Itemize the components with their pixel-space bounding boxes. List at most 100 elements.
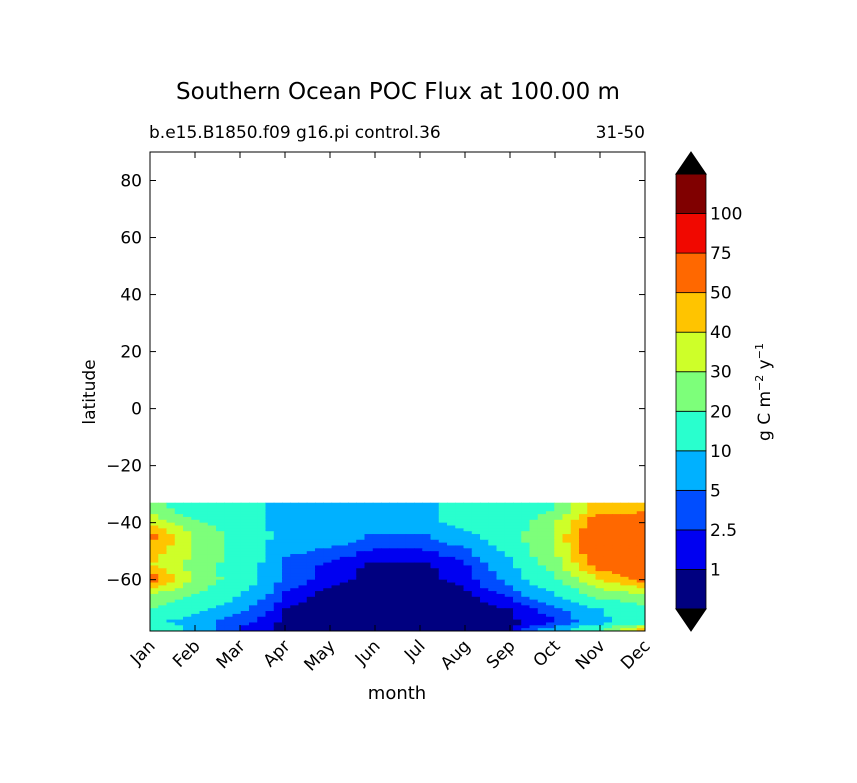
heatmap-cell <box>397 545 407 549</box>
heatmap-cell <box>372 508 382 512</box>
heatmap-cell <box>240 599 250 604</box>
heatmap-cell <box>265 556 275 561</box>
heatmap-cell <box>174 616 184 621</box>
heatmap-cell <box>372 622 382 626</box>
heatmap-cell <box>579 522 588 527</box>
colorbar-segment <box>675 569 707 610</box>
heatmap-cell <box>166 562 176 567</box>
heatmap-cell <box>521 565 531 569</box>
heatmap-cell <box>150 534 159 538</box>
heatmap-cell <box>521 502 531 507</box>
heatmap-cell <box>364 573 374 578</box>
heatmap-cell <box>587 559 597 564</box>
heatmap-cell <box>579 596 588 601</box>
heatmap-cell <box>249 528 258 532</box>
heatmap-cell <box>339 571 349 575</box>
heatmap-cell <box>290 628 300 631</box>
heatmap-cell <box>529 576 539 581</box>
heatmap-cell <box>174 602 184 606</box>
heatmap-cell <box>381 531 390 535</box>
heatmap-cell <box>397 613 407 618</box>
heatmap-cell <box>603 542 613 547</box>
heatmap-cell <box>513 508 522 512</box>
heatmap-cell <box>158 565 168 569</box>
heatmap-cell <box>595 542 605 547</box>
heatmap-cell <box>224 616 234 621</box>
heatmap-cell <box>546 602 555 606</box>
heatmap-cell <box>579 562 588 567</box>
heatmap-cell <box>463 519 473 524</box>
heatmap-cell <box>480 593 489 598</box>
heatmap-cell <box>529 599 539 604</box>
heatmap-cell <box>249 611 258 615</box>
heatmap-cell <box>521 619 531 624</box>
heatmap-cell <box>232 602 242 606</box>
heatmap-cell <box>628 602 638 606</box>
heatmap-cell <box>282 625 291 629</box>
heatmap-cell <box>455 554 465 558</box>
heatmap-cell <box>603 528 613 532</box>
heatmap-cell <box>306 582 316 586</box>
heatmap-cell <box>562 611 572 615</box>
heatmap-cell <box>232 591 242 595</box>
heatmap-cell <box>339 565 349 569</box>
heatmap-cell <box>166 522 176 527</box>
heatmap-cell <box>455 534 465 538</box>
heatmap-cell <box>265 565 275 569</box>
heatmap-cell <box>298 559 308 564</box>
heatmap-cell <box>570 591 580 595</box>
heatmap-cell <box>480 511 489 515</box>
heatmap-cell <box>422 534 432 538</box>
heatmap-cell <box>174 573 184 578</box>
heatmap-cell <box>562 559 572 564</box>
heatmap-cell <box>405 559 415 564</box>
heatmap-cell <box>521 591 531 595</box>
heatmap-cell <box>273 622 283 626</box>
heatmap-cell <box>381 556 390 561</box>
heatmap-cell <box>397 516 407 521</box>
heatmap-cell <box>348 556 357 561</box>
heatmap-cell <box>315 551 324 555</box>
heatmap-cell <box>389 628 399 631</box>
heatmap-cell <box>455 616 465 621</box>
heatmap-cell <box>381 522 390 527</box>
heatmap-cell <box>348 554 357 558</box>
heatmap-cell <box>306 599 316 604</box>
heatmap-cell <box>612 525 621 529</box>
heatmap-cell <box>356 628 366 631</box>
heatmap-cell <box>158 539 168 544</box>
heatmap-cell <box>537 599 547 604</box>
heatmap-cell <box>339 508 349 512</box>
heatmap-cell <box>265 502 275 507</box>
heatmap-cell <box>628 608 638 612</box>
heatmap-cell <box>603 602 613 606</box>
heatmap-cell <box>455 568 465 572</box>
heatmap-cell <box>232 562 242 567</box>
heatmap-cell <box>496 534 506 538</box>
heatmap-cell <box>315 525 324 529</box>
heatmap-cell <box>636 551 645 555</box>
heatmap-cell <box>537 613 547 618</box>
heatmap-cell <box>240 536 250 541</box>
heatmap-cell <box>414 622 423 626</box>
heatmap-cell <box>348 505 357 509</box>
heatmap-cell <box>323 588 333 592</box>
heatmap-cell <box>455 525 465 529</box>
heatmap-cell <box>496 519 506 524</box>
heatmap-cell <box>150 556 159 561</box>
heatmap-cell <box>158 525 168 529</box>
heatmap-cell <box>306 508 316 512</box>
heatmap-cell <box>430 505 440 509</box>
heatmap-cell <box>282 545 291 549</box>
heatmap-cell <box>455 505 465 509</box>
heatmap-cell <box>513 556 522 561</box>
heatmap-cell <box>546 559 555 564</box>
heatmap-cell <box>381 591 390 595</box>
heatmap-cell <box>207 568 217 572</box>
heatmap-cell <box>636 576 645 581</box>
heatmap-cell <box>240 613 250 618</box>
heatmap-cell <box>397 522 407 527</box>
heatmap-cell <box>323 585 333 589</box>
heatmap-cell <box>249 593 258 598</box>
heatmap-cell <box>174 516 184 521</box>
